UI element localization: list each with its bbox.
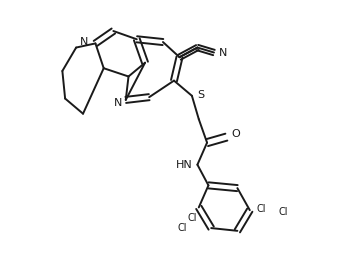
Text: HN: HN bbox=[176, 160, 192, 170]
Text: Cl: Cl bbox=[257, 204, 266, 214]
Text: N: N bbox=[219, 48, 227, 58]
Text: S: S bbox=[197, 90, 204, 100]
Text: Cl: Cl bbox=[187, 213, 197, 223]
Text: N: N bbox=[80, 37, 89, 47]
Text: Cl: Cl bbox=[177, 223, 187, 233]
Text: Cl: Cl bbox=[278, 207, 288, 217]
Text: O: O bbox=[231, 129, 240, 139]
Text: N: N bbox=[114, 98, 122, 108]
